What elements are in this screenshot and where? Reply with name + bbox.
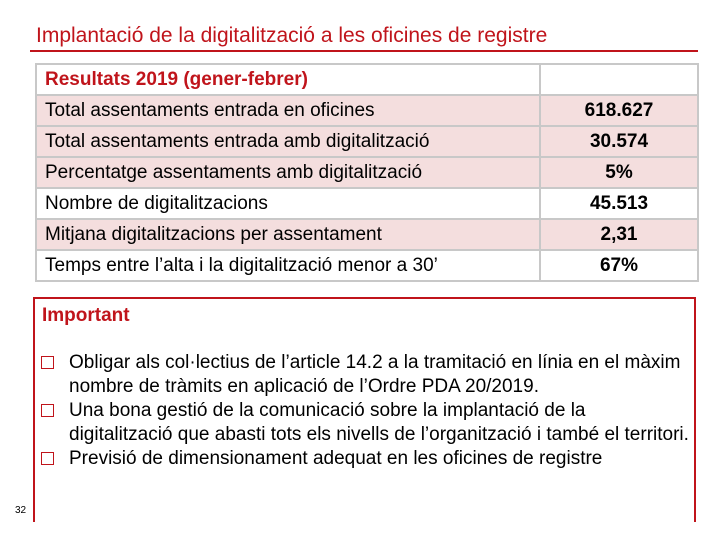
- checkbox-bullet-icon: [41, 452, 54, 465]
- table-row: Mitjana digitalitzacions per assentament…: [35, 218, 699, 251]
- bullet-text: Una bona gestió de la comunicació sobre …: [69, 400, 689, 445]
- row-label: Mitjana digitalitzacions per assentament: [35, 218, 541, 251]
- page-number: 32: [15, 505, 27, 516]
- checkbox-bullet-icon: [41, 404, 54, 417]
- slide-title: Implantació de la digitalització a les o…: [36, 24, 548, 47]
- results-table: Resultats 2019 (gener-febrer) Total asse…: [35, 63, 699, 282]
- bullet-item: Previsió de dimensionament adequat en le…: [41, 447, 691, 471]
- important-box: Important Obligar als col·lectius de l’a…: [33, 297, 696, 522]
- table-row: Percentatge assentaments amb digitalitza…: [35, 156, 699, 189]
- table-row: Temps entre l’alta i la digitalització m…: [35, 249, 699, 282]
- row-value: 45.513: [539, 187, 699, 220]
- bullet-text: Previsió de dimensionament adequat en le…: [69, 448, 603, 469]
- table-row: Nombre de digitalitzacions 45.513: [35, 187, 699, 220]
- row-label: Total assentaments entrada en oficines: [35, 94, 541, 127]
- row-label: Total assentaments entrada amb digitalit…: [35, 125, 541, 158]
- table-header-row: Resultats 2019 (gener-febrer): [35, 63, 699, 96]
- table-row: Total assentaments entrada amb digitalit…: [35, 125, 699, 158]
- important-title: Important: [42, 305, 130, 326]
- checkbox-bullet-icon: [41, 356, 54, 369]
- bullet-item: Obligar als col·lectius de l’article 14.…: [41, 351, 691, 399]
- row-label: Nombre de digitalitzacions: [35, 187, 541, 220]
- row-value: 67%: [539, 249, 699, 282]
- row-value: 30.574: [539, 125, 699, 158]
- row-value: 5%: [539, 156, 699, 189]
- row-value: 2,31: [539, 218, 699, 251]
- important-bullet-list: Obligar als col·lectius de l’article 14.…: [41, 351, 691, 471]
- bullet-text: Obligar als col·lectius de l’article 14.…: [69, 352, 681, 397]
- title-underline: [30, 50, 698, 52]
- table-header-label: Resultats 2019 (gener-febrer): [35, 63, 541, 96]
- bullet-item: Una bona gestió de la comunicació sobre …: [41, 399, 691, 447]
- row-label: Temps entre l’alta i la digitalització m…: [35, 249, 541, 282]
- row-value: 618.627: [539, 94, 699, 127]
- table-header-value: [539, 63, 699, 96]
- table-row: Total assentaments entrada en oficines 6…: [35, 94, 699, 127]
- row-label: Percentatge assentaments amb digitalitza…: [35, 156, 541, 189]
